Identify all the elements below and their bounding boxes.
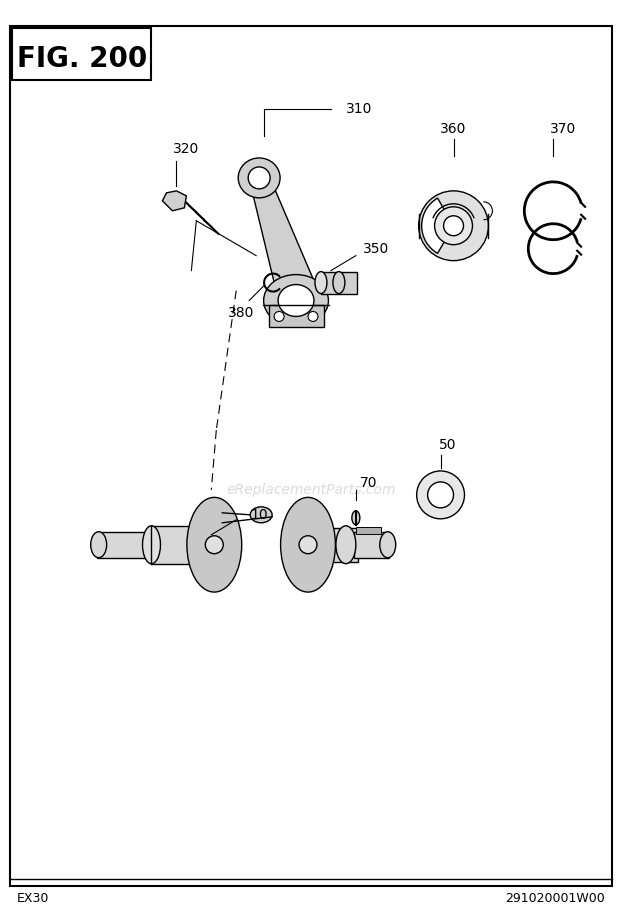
Ellipse shape xyxy=(418,191,489,260)
Text: 320: 320 xyxy=(173,142,200,156)
Bar xyxy=(308,528,358,562)
Polygon shape xyxy=(249,176,316,291)
Ellipse shape xyxy=(274,312,284,322)
Text: 370: 370 xyxy=(550,122,577,136)
Text: 291020001W00: 291020001W00 xyxy=(505,892,605,905)
Bar xyxy=(269,305,324,327)
Ellipse shape xyxy=(299,536,317,554)
Ellipse shape xyxy=(238,158,280,198)
Wedge shape xyxy=(422,198,454,253)
Ellipse shape xyxy=(281,497,335,592)
Ellipse shape xyxy=(443,215,464,236)
Text: 70: 70 xyxy=(360,476,378,490)
Ellipse shape xyxy=(264,274,329,326)
Text: 50: 50 xyxy=(439,438,456,452)
Bar xyxy=(97,532,156,558)
Ellipse shape xyxy=(315,271,327,293)
Ellipse shape xyxy=(336,525,356,564)
Text: 10: 10 xyxy=(250,508,268,522)
Ellipse shape xyxy=(435,207,472,245)
Bar xyxy=(12,28,151,80)
Ellipse shape xyxy=(380,532,396,558)
Bar xyxy=(356,526,381,534)
Ellipse shape xyxy=(308,312,318,322)
Text: EX30: EX30 xyxy=(17,892,50,905)
Ellipse shape xyxy=(187,497,242,592)
Polygon shape xyxy=(162,191,187,211)
Ellipse shape xyxy=(428,482,454,508)
Text: 350: 350 xyxy=(363,242,389,256)
Text: 360: 360 xyxy=(440,122,467,136)
Ellipse shape xyxy=(248,167,270,189)
Ellipse shape xyxy=(143,525,161,564)
Ellipse shape xyxy=(352,511,360,525)
Bar xyxy=(151,525,206,564)
Bar xyxy=(321,271,357,293)
Text: FIG. 200: FIG. 200 xyxy=(17,45,147,73)
Ellipse shape xyxy=(333,271,345,293)
Text: 380: 380 xyxy=(228,306,254,320)
Text: eReplacementParts.com: eReplacementParts.com xyxy=(226,483,396,497)
Ellipse shape xyxy=(278,284,314,316)
Bar xyxy=(354,532,389,558)
Text: 310: 310 xyxy=(345,102,372,116)
Ellipse shape xyxy=(250,507,272,523)
Ellipse shape xyxy=(205,536,223,554)
Ellipse shape xyxy=(91,532,107,558)
Ellipse shape xyxy=(417,471,464,519)
